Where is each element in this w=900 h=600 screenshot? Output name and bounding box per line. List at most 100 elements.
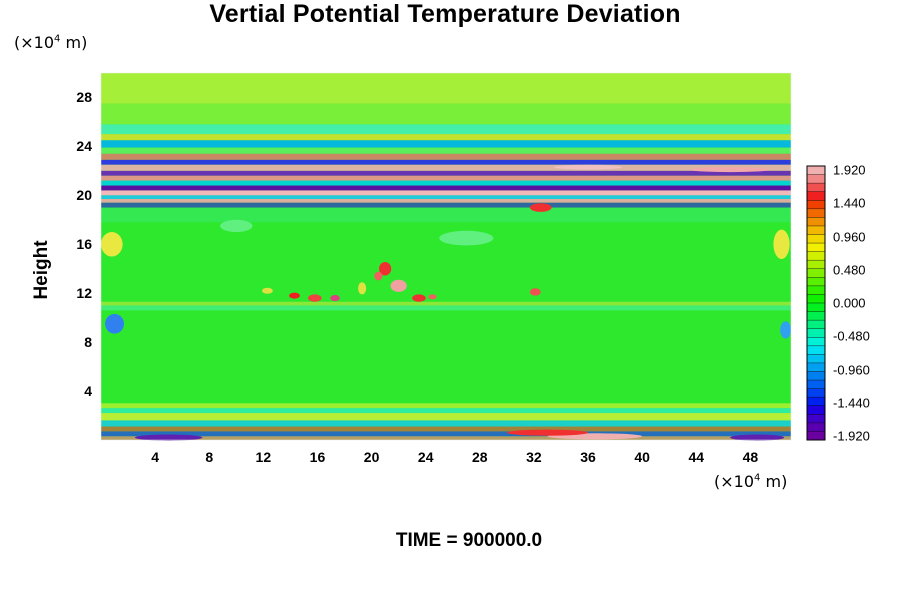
y-tick-label: 28	[76, 89, 92, 106]
colorbar-swatch	[807, 217, 825, 227]
heatmap-band	[101, 207, 791, 223]
heatmap-band	[101, 202, 791, 208]
colorbar-label: 0.000	[833, 295, 866, 311]
colorbar-swatch	[807, 422, 825, 432]
colorbar-swatch	[807, 328, 825, 338]
plot-frame	[100, 72, 792, 441]
heatmap-band	[101, 413, 791, 421]
chart-title: Vertial Potential Temperature Deviation	[209, 0, 681, 28]
heatmap-patch	[773, 229, 790, 259]
y-tick-label: 12	[76, 285, 92, 302]
heatmap-patch	[374, 271, 383, 281]
colorbar-swatch	[807, 388, 825, 398]
heatmap-patch	[358, 282, 367, 295]
x-tick-label: 28	[472, 449, 488, 465]
heatmap-patch	[330, 295, 340, 302]
y-tick-label: 24	[76, 138, 92, 155]
colorbar-swatch	[807, 397, 825, 407]
heatmap-band	[101, 153, 791, 160]
heatmap-band	[101, 185, 791, 191]
y-axis-unit: (×104 m)	[14, 33, 88, 52]
heatmap-patch	[506, 429, 589, 436]
colorbar-swatch	[807, 431, 825, 441]
heatmap-band	[101, 134, 791, 141]
time-label: TIME = 900000.0	[395, 530, 543, 551]
heatmap-band	[101, 426, 791, 432]
heatmap-patch	[101, 232, 123, 257]
colorbar-frame	[806, 165, 826, 441]
colorbar-label: 1.920	[833, 162, 866, 178]
colorbar-swatch	[807, 362, 825, 372]
x-tick-label: 40	[634, 449, 650, 465]
colorbar-label: 0.960	[833, 229, 866, 244]
colorbar-swatch	[807, 294, 825, 304]
heatmap-patch	[439, 230, 494, 246]
heatmap-patch	[379, 262, 392, 276]
x-tick-label: 20	[363, 449, 380, 465]
colorbar	[806, 165, 826, 441]
colorbar-swatch	[807, 225, 825, 235]
colorbar-swatch	[807, 243, 825, 253]
x-axis-unit: (×104 m)	[714, 472, 788, 491]
colorbar-label: -1.920	[833, 428, 870, 444]
colorbar-swatch	[807, 268, 825, 278]
colorbar-label: -0.960	[833, 362, 870, 377]
heatmap-band	[101, 175, 791, 181]
colorbar-label: 0.480	[833, 262, 866, 278]
colorbar-swatch	[807, 320, 825, 330]
heatmap-band	[101, 170, 791, 176]
heatmap-band	[101, 140, 791, 148]
heatmap-band	[101, 73, 791, 104]
x-tick-label: 32	[526, 449, 542, 465]
colorbar-label: -1.440	[833, 395, 870, 411]
heatmap-band	[101, 164, 791, 171]
colorbar-swatch	[807, 251, 825, 261]
colorbar-swatch	[807, 345, 825, 355]
heatmap-patch	[289, 292, 300, 299]
colorbar-label: -0.480	[833, 328, 870, 344]
heatmap-patch	[412, 294, 426, 302]
x-tick-label: 4	[151, 449, 160, 465]
colorbar-swatch	[807, 208, 825, 218]
heatmap-band	[101, 199, 791, 203]
heatmap-patch	[554, 164, 622, 170]
colorbar-swatch	[807, 200, 825, 210]
colorbar-swatch	[807, 260, 825, 270]
colorbar-swatch	[807, 174, 825, 184]
x-tick-label: 48	[742, 449, 759, 465]
heatmap-band	[101, 159, 791, 165]
heatmap-band	[101, 436, 791, 440]
colorbar-swatch	[807, 191, 825, 201]
heatmap-patch	[780, 321, 792, 339]
heatmap-patch	[730, 434, 785, 441]
heatmap-band	[101, 305, 791, 311]
heatmap-patch	[689, 167, 771, 173]
heatmap-band	[101, 431, 791, 437]
colorbar-swatch	[807, 337, 825, 347]
heatmap-patch	[220, 219, 253, 233]
colorbar-swatch	[807, 354, 825, 364]
heatmap-band	[101, 403, 791, 409]
heatmap-patch	[105, 313, 124, 334]
y-tick-label: 8	[84, 334, 92, 351]
colorbar-swatch	[807, 414, 825, 424]
y-tick-label: 16	[76, 236, 92, 253]
heatmap-band	[101, 147, 791, 154]
heatmap-patch	[529, 203, 552, 212]
heatmap-band	[101, 124, 791, 135]
colorbar-swatch	[807, 234, 825, 244]
colorbar-swatch	[807, 371, 825, 381]
heatmap-band	[101, 301, 791, 306]
x-tick-label: 8	[205, 449, 214, 465]
heatmap-band	[101, 103, 791, 125]
heatmap-band	[101, 190, 791, 196]
x-tick-label: 16	[309, 449, 326, 465]
colorbar-label: 1.440	[833, 195, 866, 211]
colorbar-swatch	[807, 166, 825, 176]
heatmap-plot-area	[100, 72, 792, 441]
heatmap-patch	[529, 288, 541, 296]
heatmap-patch	[308, 294, 322, 302]
heatmap-patch	[390, 279, 407, 292]
heatmap-band	[101, 420, 791, 427]
